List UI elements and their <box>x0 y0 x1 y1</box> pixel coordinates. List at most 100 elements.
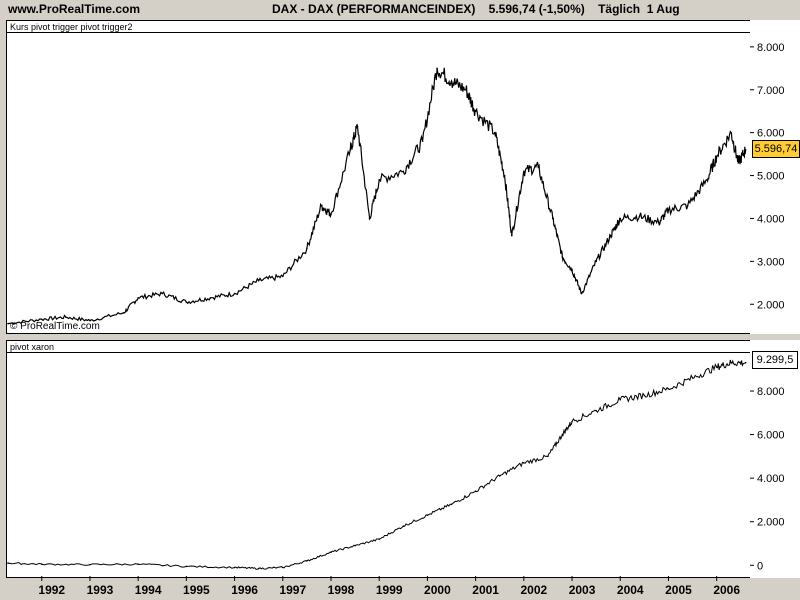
x-tick-label: 2000 <box>424 583 451 597</box>
title-bar: www.ProRealTime.com DAX - DAX (PERFORMAN… <box>0 0 800 18</box>
price-data-point <box>209 297 212 299</box>
x-tick-label: 1993 <box>87 583 114 597</box>
indicator-data-point <box>715 366 718 368</box>
indicator-data-point <box>257 567 260 570</box>
price-data-point <box>737 161 740 164</box>
price-data-point <box>122 312 125 314</box>
indicator-data-point <box>523 462 525 464</box>
indicator-data-point <box>561 433 564 436</box>
y-tick-label: 4.000 <box>757 473 785 485</box>
price-data-point <box>595 260 597 263</box>
y-tick-label: 8.000 <box>757 42 785 54</box>
price-data-point <box>580 292 583 295</box>
x-tick-label: 1998 <box>328 583 355 597</box>
indicator-data-point <box>595 409 597 412</box>
price-data-point <box>137 297 139 299</box>
price-data-point <box>537 166 540 168</box>
indicator-data-point <box>378 538 381 540</box>
indicator-data-point <box>306 560 308 562</box>
price-data-point <box>436 67 438 70</box>
price-data-point <box>686 204 689 207</box>
indicator-data-point <box>354 544 356 547</box>
price-data-point <box>706 179 708 181</box>
price-data-point <box>421 140 424 143</box>
indicator-data-point <box>89 563 91 566</box>
price-panel[interactable]: Kurs pivot trigger pivot trigger2 © ProR… <box>6 20 752 334</box>
price-data-point <box>330 213 332 215</box>
price-data-point <box>730 131 732 134</box>
price-data-point <box>320 204 323 207</box>
indicator-data-point <box>450 503 453 506</box>
price-data-point <box>503 174 506 177</box>
last-price-badge: 5.596,74 <box>752 140 800 158</box>
x-tick-label: 2003 <box>569 583 596 597</box>
y-tick-label: 7.000 <box>757 85 785 97</box>
indicator-data-point <box>571 420 573 423</box>
indicator-data-point <box>667 388 670 390</box>
price-panel-label: Kurs pivot trigger pivot trigger2 <box>7 21 751 33</box>
indicator-data-point <box>547 455 549 458</box>
y-tick-label: 0 <box>757 560 763 572</box>
x-tick-label: 2004 <box>617 583 644 597</box>
indicator-data-point <box>498 475 501 477</box>
price-data-point <box>89 319 91 322</box>
indicator-data-point <box>40 563 43 565</box>
price-data-point <box>638 215 641 218</box>
indicator-data-point <box>233 566 236 569</box>
price-data-point <box>465 88 467 91</box>
indicator-axis <box>750 340 800 578</box>
price-data-point <box>474 110 477 113</box>
price-data-point <box>185 301 188 303</box>
indicator-data-point <box>474 490 477 493</box>
price-data-point <box>523 170 525 173</box>
price-data-point <box>40 318 43 321</box>
y-tick-label: 6.000 <box>757 128 785 140</box>
y-tick-label: 2.000 <box>757 517 785 529</box>
indicator-data-point <box>402 525 405 527</box>
price-data-point <box>744 149 747 151</box>
site-name[interactable]: www.ProRealTime.com <box>8 2 141 16</box>
price-data-point <box>161 292 164 295</box>
price-data-point <box>494 131 496 134</box>
price-data-point <box>368 217 371 220</box>
indicator-panel-label: pivot xaron <box>7 341 751 353</box>
price-data-point <box>349 149 352 151</box>
price-data-point <box>233 292 236 295</box>
chart-title: DAX - DAX (PERFORMANCEINDEX) 5.596,74 (-… <box>272 2 680 16</box>
indicator-data-point <box>330 551 332 554</box>
x-tick-label: 1999 <box>376 583 403 597</box>
price-data-point <box>609 234 612 237</box>
price-data-point <box>561 256 564 258</box>
indicator-data-point <box>426 514 429 516</box>
time-axis <box>0 578 800 600</box>
x-tick-label: 2005 <box>665 583 692 597</box>
x-tick-label: 1996 <box>231 583 258 597</box>
indicator-data-point <box>137 563 139 565</box>
y-tick-label: 4.000 <box>757 213 785 225</box>
indicator-data-point <box>643 394 646 397</box>
x-tick-label: 1997 <box>279 583 306 597</box>
indicator-data-point <box>730 361 732 364</box>
price-data-point <box>257 279 260 282</box>
price-data-point <box>619 217 622 220</box>
x-tick-label: 1995 <box>183 583 210 597</box>
price-data-point <box>378 179 381 181</box>
price-data-point <box>356 125 359 128</box>
x-tick-label: 2001 <box>472 583 499 597</box>
y-tick-label: 2.000 <box>757 299 785 311</box>
last-indicator-badge: 9.299,5 <box>752 351 798 369</box>
x-tick-label: 1992 <box>38 583 65 597</box>
indicator-series-line <box>7 359 746 570</box>
indicator-data-point <box>185 565 188 568</box>
price-axis <box>750 20 800 334</box>
price-data-point <box>281 275 284 278</box>
price-data-point <box>551 217 554 220</box>
indicator-data-point <box>281 566 284 569</box>
indicator-data-point <box>744 361 747 364</box>
x-tick-label: 2002 <box>520 583 547 597</box>
price-data-point <box>450 80 453 82</box>
price-series-line <box>7 67 747 325</box>
y-tick-label: 5.000 <box>757 171 785 183</box>
price-data-point <box>658 221 660 224</box>
